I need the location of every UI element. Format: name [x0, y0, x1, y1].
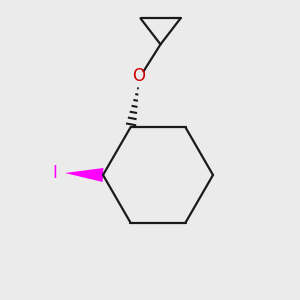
Polygon shape: [65, 168, 103, 182]
Text: I: I: [52, 164, 57, 182]
Text: O: O: [132, 68, 145, 85]
